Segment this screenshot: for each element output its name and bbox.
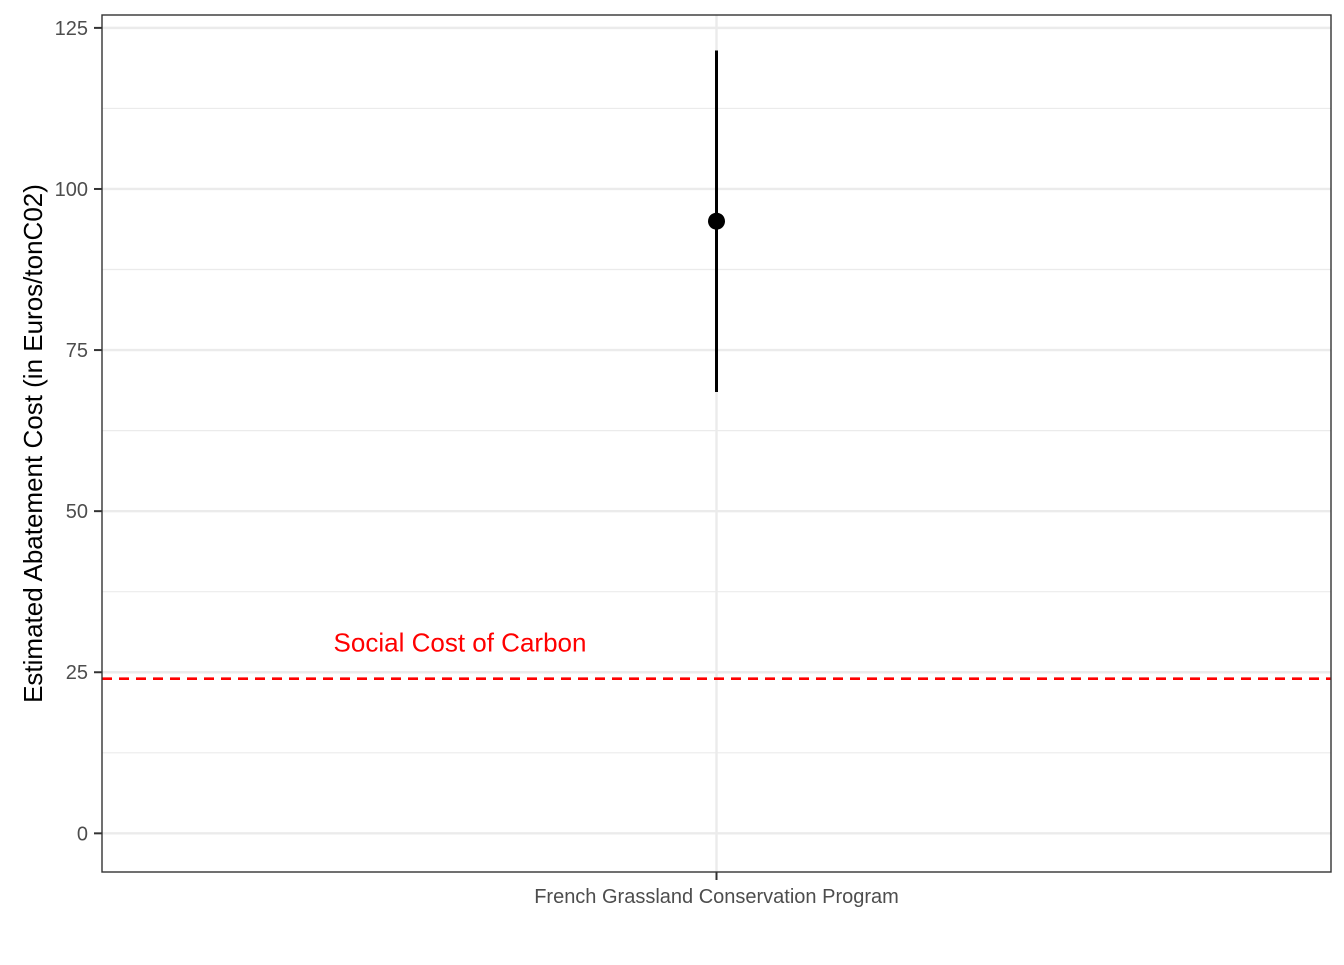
data-layer xyxy=(708,50,725,392)
axes: 0 25 50 75 100 125 French Grassland Conservati… xyxy=(55,18,899,908)
point-estimate xyxy=(708,212,725,230)
y-tick-label: 125 xyxy=(55,18,88,40)
x-tick-label: French Grassland Conservation Program xyxy=(534,886,899,908)
reference-layer: Social Cost of Carbon xyxy=(102,628,1331,680)
y-axis-title: Estimated Abatement Cost (in Euros/tonC0… xyxy=(18,184,48,703)
y-tick-label: 75 xyxy=(66,340,88,362)
y-tick-label: 100 xyxy=(55,179,88,201)
social-cost-label: Social Cost of Carbon xyxy=(334,628,587,658)
y-tick-label: 50 xyxy=(66,501,88,523)
y-tick-label: 0 xyxy=(77,823,88,845)
y-tick-label: 25 xyxy=(66,662,88,684)
